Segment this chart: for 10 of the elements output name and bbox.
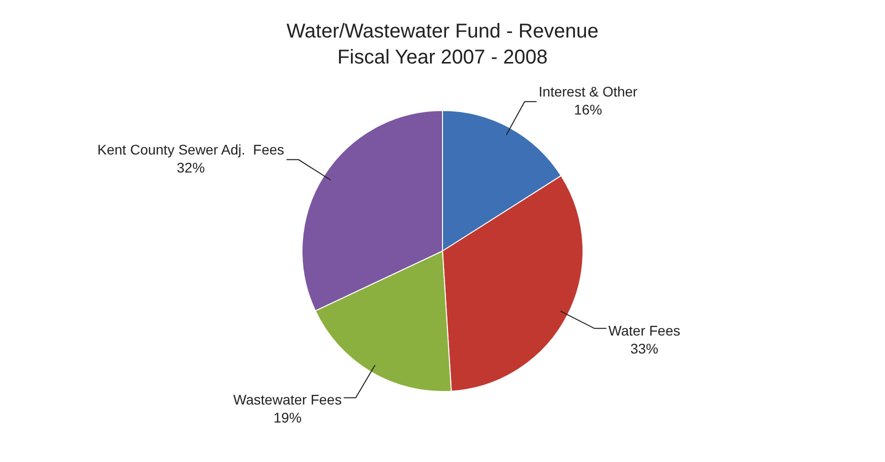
- data-label: 16%: [574, 101, 602, 118]
- chart-subtitle: Fiscal Year 2007 - 2008: [337, 46, 548, 69]
- slice-label: Interest & Other: [538, 83, 638, 100]
- data-label: 33%: [630, 340, 658, 356]
- slice-label: Wastewater Fees: [233, 392, 342, 408]
- data-label: 32%: [176, 160, 205, 176]
- slice-label: Water Fees: [608, 322, 680, 338]
- slice-label: Kent County Sewer Adj. Fees: [97, 142, 284, 158]
- data-label: 19%: [273, 410, 302, 426]
- chart-title: Water/Wastewater Fund - Revenue: [286, 20, 598, 43]
